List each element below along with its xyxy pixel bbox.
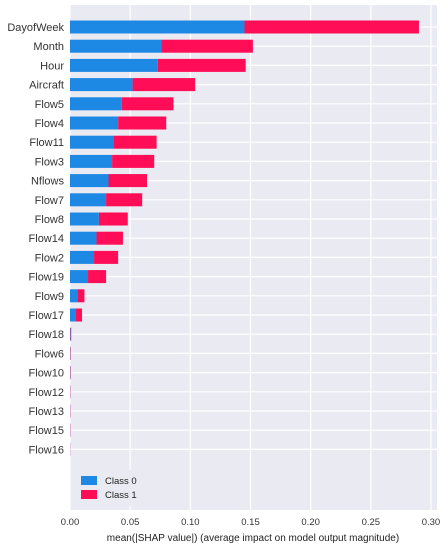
y-tick-label: Flow2 <box>35 252 64 264</box>
bar-class-1 <box>118 116 167 130</box>
y-tick-label: Flow11 <box>29 137 64 149</box>
x-tick-label: 0.20 <box>301 517 320 528</box>
y-tick-label: Flow3 <box>35 156 64 168</box>
y-tick-label: Flow4 <box>35 118 64 130</box>
bar-class-0 <box>70 193 107 207</box>
y-tick-label: Nflows <box>31 176 65 188</box>
bar-class-1 <box>161 39 253 53</box>
y-tick-label: Flow14 <box>29 233 64 245</box>
bar-class-1 <box>70 327 72 341</box>
y-tick-label: DayofWeek <box>7 22 64 34</box>
y-tick-label: Flow8 <box>35 214 64 226</box>
y-tick-label: Month <box>33 41 64 53</box>
bar-class-1 <box>76 308 83 322</box>
y-tick-label: Aircraft <box>29 80 64 92</box>
y-tick-label: Flow19 <box>29 272 64 284</box>
x-tick-label: 0.10 <box>181 517 200 528</box>
x-tick-label: 0.05 <box>121 517 140 528</box>
bar-class-1 <box>132 78 196 92</box>
bar-class-0 <box>70 270 89 284</box>
y-tick-label: Flow5 <box>35 99 64 111</box>
legend-swatch-class-0 <box>81 476 97 485</box>
bar-class-0 <box>70 327 71 341</box>
bar-class-0 <box>70 20 245 34</box>
y-tick-label: Hour <box>40 60 64 72</box>
y-tick-label: Flow16 <box>29 444 64 456</box>
bar-class-0 <box>70 116 119 130</box>
legend: Class 0 Class 1 <box>74 470 156 506</box>
bar-class-1 <box>108 174 148 188</box>
y-tick-label: Flow6 <box>35 348 64 360</box>
y-tick-label: Flow13 <box>29 406 64 418</box>
bar-class-0 <box>70 308 77 322</box>
legend-swatch-class-1 <box>81 490 97 499</box>
y-tick-label: Flow12 <box>29 387 64 399</box>
bar-class-0 <box>70 154 113 168</box>
bars <box>70 20 419 456</box>
y-tick-label: Flow15 <box>29 425 64 437</box>
bar-class-1 <box>96 231 123 245</box>
x-axis-labels: 0.00 0.05 0.10 0.15 0.20 0.25 0.30 <box>61 517 440 528</box>
x-tick-label: 0.25 <box>362 517 381 528</box>
bar-class-0 <box>70 78 133 92</box>
bar-class-1 <box>121 97 174 111</box>
bar-class-1 <box>157 58 246 72</box>
bar-class-0 <box>70 135 114 149</box>
bar-class-1 <box>77 289 85 303</box>
bar-class-1 <box>98 212 128 226</box>
y-axis-labels: DayofWeek Month Hour Aircraft Flow5 Flow4 Flow… <box>7 22 64 456</box>
bar-class-1 <box>112 154 155 168</box>
bar-class-1 <box>106 193 143 207</box>
legend-label-class-1: Class 1 <box>105 490 137 501</box>
x-tick-label: 0.00 <box>61 517 80 528</box>
bar-class-0 <box>70 97 122 111</box>
bar-class-0 <box>70 250 95 264</box>
bar-class-1 <box>88 270 107 284</box>
x-tick-label: 0.30 <box>422 517 441 528</box>
bar-class-0 <box>70 231 97 245</box>
bar-class-0 <box>70 58 158 72</box>
y-tick-label: Flow9 <box>35 291 64 303</box>
bar-class-0 <box>70 174 109 188</box>
x-tick-label: 0.15 <box>241 517 260 528</box>
legend-label-class-0: Class 0 <box>105 476 137 487</box>
bar-class-1 <box>94 250 119 264</box>
bar-class-0 <box>70 212 99 226</box>
bar-class-1 <box>113 135 157 149</box>
bar-class-0 <box>70 39 162 53</box>
y-tick-label: Flow10 <box>29 368 64 380</box>
y-tick-label: Flow7 <box>35 195 64 207</box>
y-tick-label: Flow18 <box>29 329 64 341</box>
bar-class-0 <box>70 289 78 303</box>
x-axis-title: mean(|SHAP value|) (average impact on mo… <box>107 533 399 544</box>
y-tick-label: Flow17 <box>29 310 64 322</box>
bar-class-1 <box>244 20 419 34</box>
